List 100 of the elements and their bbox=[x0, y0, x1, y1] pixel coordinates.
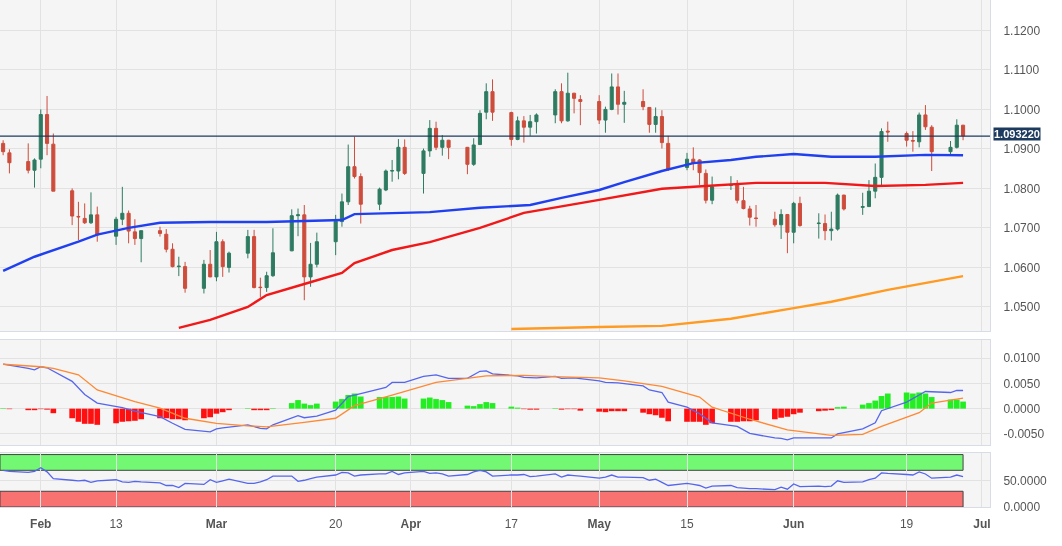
candlestick bbox=[434, 121, 439, 151]
x-tick-label: 19 bbox=[899, 517, 914, 532]
y-tick-label: 1.0800 bbox=[1003, 181, 1041, 196]
candlestick bbox=[270, 227, 275, 278]
x-tick-label: 13 bbox=[109, 517, 124, 532]
candlestick bbox=[308, 242, 313, 288]
candlestick bbox=[509, 111, 514, 147]
candlestick bbox=[427, 119, 432, 158]
y-tick-label: 1.1000 bbox=[1003, 102, 1041, 117]
candlestick bbox=[597, 94, 602, 125]
x-tick-label: Jul bbox=[973, 517, 991, 532]
y-tick-label: 1.1200 bbox=[1003, 23, 1041, 38]
candlestick bbox=[710, 176, 715, 205]
candlestick bbox=[465, 146, 470, 175]
candlestick bbox=[534, 112, 539, 135]
y-tick-label: 1.0500 bbox=[1003, 300, 1041, 315]
candlestick bbox=[747, 205, 752, 227]
candlestick bbox=[735, 179, 740, 204]
candlestick bbox=[578, 94, 583, 126]
candlestick bbox=[917, 112, 922, 148]
candlestick bbox=[528, 114, 533, 137]
candlestick bbox=[490, 78, 495, 122]
candlestick bbox=[741, 186, 746, 210]
line-series bbox=[510, 274, 965, 331]
candlestick bbox=[214, 231, 219, 282]
candlestick bbox=[615, 72, 621, 116]
candlestick bbox=[421, 148, 426, 195]
candlestick bbox=[860, 192, 865, 216]
y-tick-label: 1.0900 bbox=[1003, 142, 1041, 157]
candlestick bbox=[264, 271, 269, 293]
candlestick bbox=[289, 208, 294, 252]
candlestick bbox=[779, 208, 784, 240]
candlestick bbox=[816, 212, 821, 240]
candlestick bbox=[659, 109, 664, 150]
candlestick bbox=[252, 229, 257, 289]
candlestick bbox=[383, 168, 388, 192]
x-tick-label: 17 bbox=[504, 517, 519, 532]
candlestick bbox=[559, 82, 564, 124]
candlestick bbox=[666, 135, 671, 172]
x-tick-label: May bbox=[587, 517, 612, 532]
candlestick bbox=[703, 168, 708, 204]
candlestick bbox=[961, 124, 966, 141]
candlestick bbox=[333, 214, 338, 256]
y-tick-label: 50.0000 bbox=[1003, 473, 1048, 488]
candlestick bbox=[885, 121, 890, 143]
candlestick bbox=[873, 163, 878, 199]
candlestick bbox=[258, 277, 263, 298]
y-tick-label: 0.0000 bbox=[1003, 401, 1041, 416]
ref-line-label: 1.093220 bbox=[994, 128, 1040, 140]
candlestick bbox=[948, 140, 953, 155]
candlestick bbox=[929, 124, 934, 172]
candlestick bbox=[471, 137, 476, 167]
candlestick bbox=[572, 92, 577, 114]
candlestick bbox=[245, 229, 250, 259]
candlestick bbox=[954, 118, 959, 150]
candlestick bbox=[791, 201, 796, 244]
candlestick bbox=[797, 196, 802, 228]
candlestick bbox=[358, 172, 363, 225]
candlestick bbox=[823, 213, 828, 241]
candlestick bbox=[396, 138, 401, 180]
candlestick bbox=[377, 187, 382, 211]
candlestick bbox=[866, 179, 871, 208]
candlestick bbox=[879, 127, 884, 187]
candlestick bbox=[603, 106, 608, 134]
candlestick bbox=[904, 131, 909, 148]
candlestick bbox=[402, 138, 407, 176]
candlestick bbox=[772, 211, 777, 228]
candlestick bbox=[841, 194, 846, 212]
candlestick bbox=[609, 72, 614, 111]
y-tick-label: 0.0050 bbox=[1003, 376, 1041, 391]
x-tick-label: Feb bbox=[30, 517, 52, 532]
y-tick-label: 0.0100 bbox=[1003, 351, 1041, 366]
candlestick bbox=[226, 251, 232, 274]
bar bbox=[577, 408, 584, 411]
candlestick bbox=[647, 106, 652, 134]
candlestick bbox=[339, 193, 344, 228]
candlestick bbox=[346, 144, 351, 206]
candlestick bbox=[295, 208, 301, 237]
candlestick bbox=[314, 232, 319, 268]
candlestick bbox=[477, 109, 483, 146]
candlestick bbox=[302, 204, 307, 301]
candlestick bbox=[641, 88, 646, 111]
candlestick bbox=[352, 136, 357, 180]
candlestick bbox=[553, 88, 558, 124]
candlestick bbox=[521, 115, 526, 144]
y-tick-label: 0.0000 bbox=[1003, 500, 1041, 515]
candlestick bbox=[515, 116, 520, 141]
candlestick bbox=[446, 139, 451, 160]
candlestick bbox=[440, 134, 445, 157]
candlestick bbox=[923, 104, 928, 131]
candlestick bbox=[220, 238, 225, 278]
candlestick bbox=[785, 213, 790, 254]
y-tick-label: 1.0600 bbox=[1003, 260, 1041, 275]
x-tick-label: Jun bbox=[783, 517, 805, 532]
y-tick-label: 1.1100 bbox=[1003, 63, 1040, 78]
candlestick bbox=[653, 106, 658, 134]
y-tick-label: 1.0700 bbox=[1003, 221, 1041, 236]
x-tick-label: 20 bbox=[328, 517, 343, 532]
candlestick bbox=[390, 159, 395, 183]
x-tick-label: Mar bbox=[205, 517, 228, 532]
